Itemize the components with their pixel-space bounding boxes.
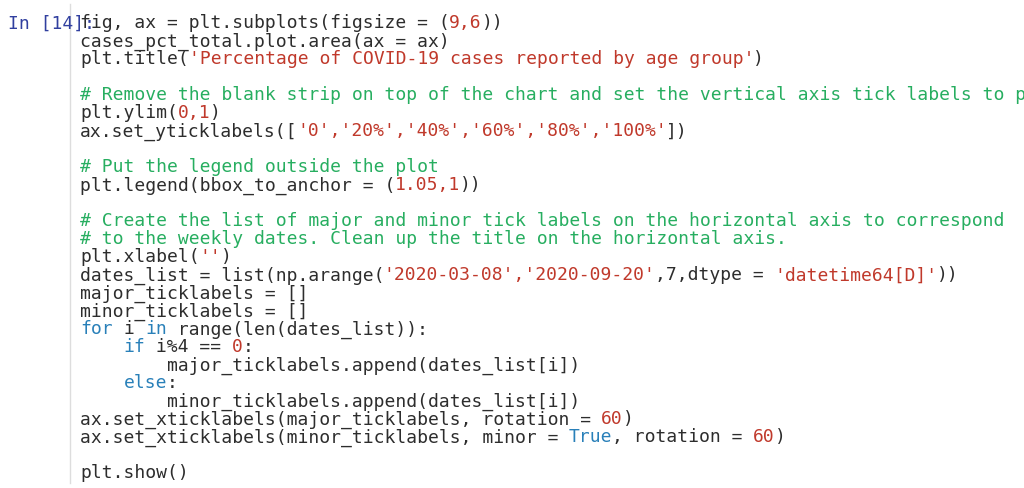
Text: In [14]:: In [14]:	[8, 14, 95, 32]
Text: 60: 60	[753, 427, 774, 446]
Text: plt.show(): plt.show()	[80, 464, 188, 482]
Text: # Put the legend outside the plot: # Put the legend outside the plot	[80, 158, 439, 176]
Text: if: if	[124, 338, 145, 356]
Text: plt.xlabel(: plt.xlabel(	[80, 248, 200, 266]
Text: minor_ticklabels = []: minor_ticklabels = []	[80, 302, 308, 320]
Text: )): ))	[481, 14, 503, 32]
Text: major_ticklabels.append(dates_list[i]): major_ticklabels.append(dates_list[i])	[80, 356, 581, 374]
Text: ): )	[221, 248, 232, 266]
Text: i: i	[113, 320, 145, 338]
Text: range(len(dates_list)):: range(len(dates_list)):	[167, 320, 428, 338]
Text: 60: 60	[601, 409, 623, 427]
Text: # to the weekly dates. Clean up the title on the horizontal axis.: # to the weekly dates. Clean up the titl…	[80, 230, 786, 248]
Text: for: for	[80, 320, 113, 338]
Text: fig, ax = plt.subplots(figsize = (: fig, ax = plt.subplots(figsize = (	[80, 14, 450, 32]
Text: ax.set_xticklabels(major_ticklabels, rotation =: ax.set_xticklabels(major_ticklabels, rot…	[80, 409, 602, 428]
Text: # Remove the blank strip on top of the chart and set the vertical axis tick labe: # Remove the blank strip on top of the c…	[80, 86, 1024, 104]
Text: 9,6: 9,6	[449, 14, 481, 32]
Text: , rotation =: , rotation =	[611, 427, 753, 446]
Text: cases_pct_total.plot.area(ax = ax): cases_pct_total.plot.area(ax = ax)	[80, 32, 450, 51]
Text: ]): ])	[666, 122, 688, 140]
Text: 1.05,1: 1.05,1	[394, 176, 460, 194]
Text: plt.title(: plt.title(	[80, 50, 188, 68]
Text: in: in	[145, 320, 167, 338]
Text: 'Percentage of COVID-19 cases reported by age group': 'Percentage of COVID-19 cases reported b…	[188, 50, 754, 68]
Text: 0: 0	[231, 338, 243, 356]
Text: '0','20%','40%','60%','80%','100%': '0','20%','40%','60%','80%','100%'	[297, 122, 667, 140]
Text: :: :	[167, 374, 178, 391]
Text: i%4 ==: i%4 ==	[145, 338, 232, 356]
Text: '2020-03-08','2020-09-20': '2020-03-08','2020-09-20'	[384, 266, 655, 284]
Text: ax.set_yticklabels([: ax.set_yticklabels([	[80, 122, 298, 141]
Text: :: :	[243, 338, 254, 356]
Text: # Create the list of major and minor tick labels on the horizontal axis to corre: # Create the list of major and minor tic…	[80, 212, 1005, 230]
Text: plt.ylim(: plt.ylim(	[80, 104, 178, 122]
Text: else: else	[124, 374, 167, 391]
Text: major_ticklabels = []: major_ticklabels = []	[80, 284, 308, 302]
Text: ): )	[210, 104, 221, 122]
Text: ,7,dtype =: ,7,dtype =	[655, 266, 775, 284]
Text: '': ''	[200, 248, 221, 266]
Text: 0,1: 0,1	[177, 104, 210, 122]
Text: ): )	[753, 50, 764, 68]
Text: ax.set_xticklabels(minor_ticklabels, minor =: ax.set_xticklabels(minor_ticklabels, min…	[80, 427, 569, 446]
Text: 'datetime64[D]': 'datetime64[D]'	[774, 266, 938, 284]
Text: True: True	[568, 427, 611, 446]
Text: )): ))	[937, 266, 959, 284]
Text: )): ))	[460, 176, 481, 194]
Text: plt.legend(bbox_to_anchor = (: plt.legend(bbox_to_anchor = (	[80, 176, 395, 194]
Text: minor_ticklabels.append(dates_list[i]): minor_ticklabels.append(dates_list[i])	[80, 391, 581, 410]
Text: ): )	[623, 409, 634, 427]
Text: dates_list = list(np.arange(: dates_list = list(np.arange(	[80, 266, 384, 284]
Text: ): )	[774, 427, 785, 446]
